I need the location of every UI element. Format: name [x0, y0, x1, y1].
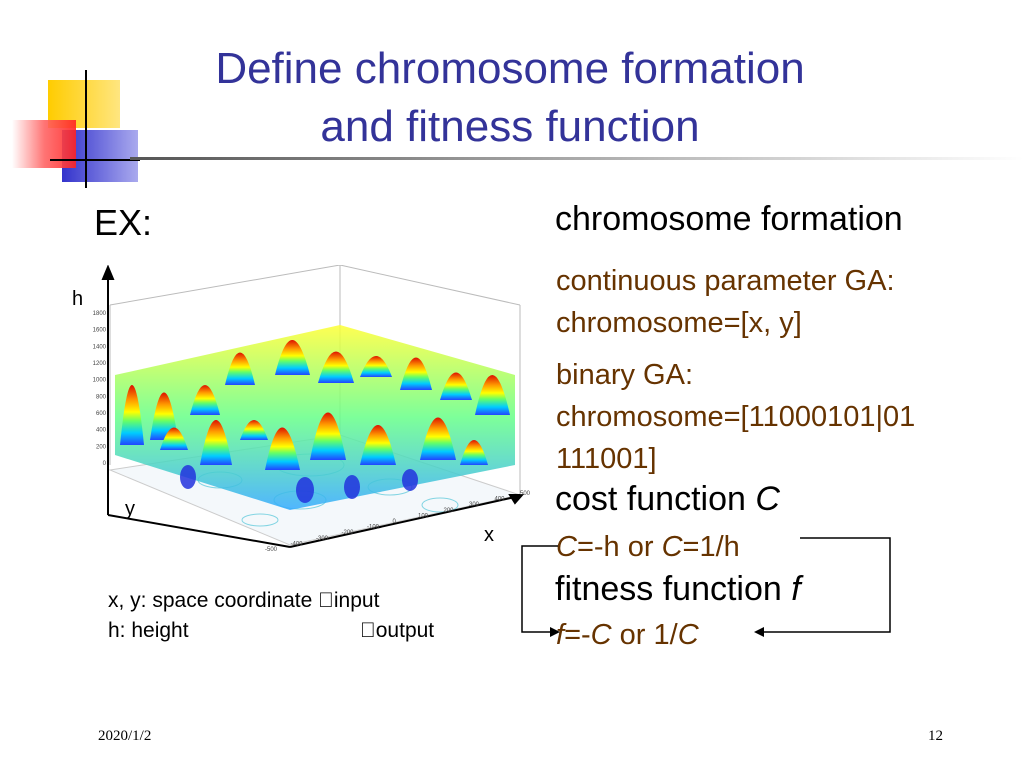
x-tick-labels: -500 -400 -300 -200 -100 0 100 200 300 400 500: [265, 491, 531, 553]
fitness-symbol: f: [791, 570, 801, 608]
continuous-block: continuous parameter GA: chromosome=[x, …: [556, 260, 895, 344]
cost-def-c2: C: [661, 531, 683, 563]
x-tick-label: -300: [316, 536, 329, 542]
surface-peaks: [120, 340, 510, 470]
z-tick-label: 1600: [93, 328, 107, 334]
cost-definition: C=-h or C=1/h: [556, 526, 740, 568]
axis-label-x: x: [484, 524, 494, 546]
x-tick-label: -100: [367, 525, 380, 531]
x-tick-label: 100: [418, 513, 429, 519]
x-tick-label: 400: [495, 497, 506, 503]
slide-title: Define chromosome formation and fitness …: [130, 40, 890, 156]
z-tick-label: 1800: [93, 311, 107, 317]
x-tick-label: 200: [444, 508, 455, 514]
x-tick-label: 500: [520, 491, 531, 497]
z-tick-labels: 1800 1600 1400 1200 1000 800 600 400 200 0: [93, 311, 107, 467]
legend-line-2b: output: [360, 619, 434, 642]
fitness-heading-text: fitness function: [555, 570, 792, 608]
fitness-definition: f=-C or 1/C: [556, 614, 699, 656]
footer-page-number: 12: [928, 728, 943, 744]
example-label: EX:: [94, 202, 153, 243]
x-tick-label: -400: [291, 541, 304, 547]
binary-line-1: binary GA:: [556, 359, 693, 391]
z-tick-label: 1400: [93, 344, 107, 350]
x-tick-label: -200: [342, 530, 355, 536]
decorative-squares: [12, 70, 140, 188]
cost-def-c1: C: [556, 531, 577, 563]
fitness-def-mid: =-: [564, 619, 591, 651]
binary-block: binary GA: chromosome=[11000101|01 11100…: [556, 354, 915, 480]
fitness-heading: fitness function f: [555, 570, 801, 609]
z-tick-label: 800: [96, 394, 107, 400]
z-tick-label: 0: [103, 461, 107, 467]
title-underline: [130, 157, 1024, 160]
surface-valleys: [180, 465, 418, 503]
cost-heading-text: cost function: [555, 480, 756, 518]
plot-axes: [101, 265, 525, 548]
chromosome-heading: chromosome formation: [555, 200, 903, 238]
z-tick-label: 1200: [93, 361, 107, 367]
relation-arrows: [521, 537, 891, 637]
fitness-def-or: or 1/: [611, 619, 678, 651]
x-tick-label: 300: [469, 502, 480, 508]
footer-date: 2020/1/2: [98, 728, 152, 744]
axis-label-h: h: [72, 288, 84, 310]
legend-line-1: x, y: space coordinate input: [108, 589, 379, 612]
cost-heading: cost function C: [555, 480, 780, 519]
cost-symbol: C: [755, 480, 780, 518]
plot-box-frame: [109, 265, 521, 495]
z-tick-label: 200: [96, 444, 107, 450]
binary-line-3: 111001]: [556, 443, 657, 475]
title-line-1: Define chromosome formation: [215, 44, 805, 93]
z-tick-label: 600: [96, 411, 107, 417]
fitness-def-f: f: [556, 619, 565, 651]
cost-def-end: =1/h: [682, 531, 740, 563]
fitness-def-c1: C: [590, 619, 612, 651]
continuous-line-2: chromosome=[x, y]: [556, 307, 802, 339]
cost-def-mid: =-h or: [576, 531, 662, 563]
fitness-def-c2: C: [677, 619, 699, 651]
z-tick-label: 400: [96, 428, 107, 434]
z-tick-label: 1000: [93, 378, 107, 384]
axis-label-y: y: [125, 498, 135, 520]
x-tick-label: 0: [393, 519, 397, 525]
binary-line-2: chromosome=[11000101|01: [556, 401, 916, 433]
x-tick-label: -500: [265, 547, 278, 553]
title-line-2: and fitness function: [320, 102, 700, 151]
legend-line-2a: h: height: [108, 619, 189, 642]
continuous-line-1: continuous parameter GA:: [556, 265, 895, 297]
